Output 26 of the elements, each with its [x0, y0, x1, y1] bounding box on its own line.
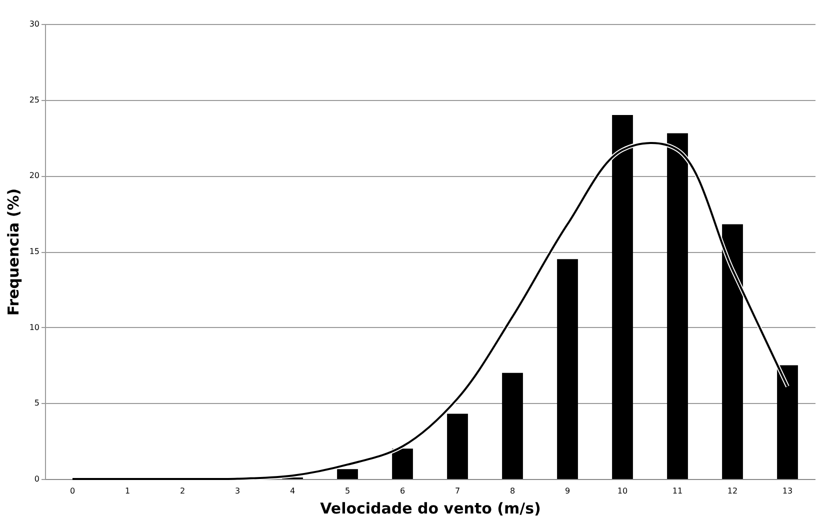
x-axis-title: Velocidade do vento (m/s) — [320, 500, 541, 518]
y-tick-label: 30 — [29, 20, 40, 28]
x-tick-label: 5 — [344, 486, 350, 496]
x-tick-label: 6 — [400, 486, 406, 496]
x-tick-label: 11 — [672, 486, 683, 496]
y-tick-label: 25 — [29, 95, 40, 104]
x-tick-label: 0 — [70, 486, 76, 496]
x-tick-label: 10 — [617, 486, 628, 496]
x-tick-label: 7 — [454, 486, 460, 496]
x-tick-label: 12 — [727, 486, 738, 496]
y-tick-label: 20 — [29, 171, 40, 180]
bar — [502, 372, 523, 479]
x-tick-label: 2 — [180, 486, 186, 496]
x-tick-label: 1 — [124, 486, 130, 496]
bar — [557, 259, 578, 479]
x-tick-label: 8 — [510, 486, 516, 496]
x-tick-label: 9 — [564, 486, 570, 496]
x-tick-label: 3 — [234, 486, 240, 496]
y-tick-label: 15 — [29, 247, 40, 256]
y-tick-label: 0 — [34, 474, 40, 484]
bar — [447, 414, 468, 479]
x-tick-label: 4 — [290, 486, 296, 496]
x-tick-label: 13 — [782, 486, 793, 496]
y-axis-title: Frequencia (%) — [4, 188, 22, 316]
y-tick-label: 10 — [29, 322, 40, 332]
y-tick-label: 5 — [34, 398, 40, 408]
